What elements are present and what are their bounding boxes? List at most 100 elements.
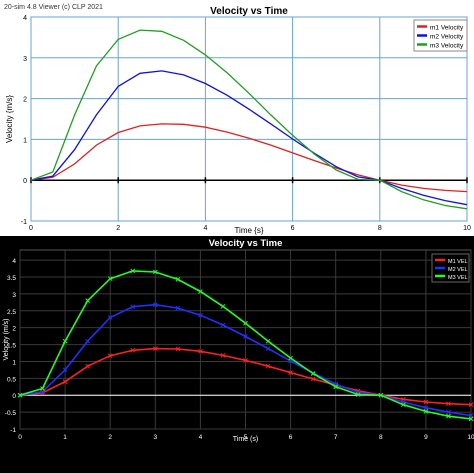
bottom-x-tick-label: 10 bbox=[467, 434, 474, 441]
bottom-y-tick-label: 1 bbox=[12, 359, 16, 366]
bottom-series-2-point bbox=[175, 305, 181, 311]
bottom-series-3-point bbox=[40, 386, 45, 391]
bottom-series-1-point bbox=[468, 402, 474, 408]
bottom-x-axis-label: Time (s) bbox=[233, 436, 258, 443]
bottom-series-1-point bbox=[243, 358, 248, 363]
bottom-series-3-point bbox=[333, 384, 339, 390]
bottom-series-2-point bbox=[423, 405, 429, 411]
bottom-x-tick-label: 6 bbox=[289, 434, 293, 441]
top-y-tick-label: 4 bbox=[23, 15, 27, 22]
bottom-legend-label-3: M3 VEL bbox=[448, 275, 468, 281]
top-plot-area bbox=[30, 16, 468, 222]
bottom-y-tick-label: 3 bbox=[12, 292, 16, 299]
top-y-tick-label: 1 bbox=[23, 137, 27, 144]
bottom-series-2-point bbox=[265, 346, 271, 351]
bottom-y-tick-label: 4 bbox=[12, 258, 16, 265]
bottom-y-tick-label: -0.5 bbox=[5, 410, 17, 417]
bottom-legend-label-1: M1 VEL bbox=[448, 259, 468, 265]
bottom-legend-label-2: M2 VEL bbox=[448, 267, 468, 273]
bottom-series-2-point bbox=[446, 409, 451, 415]
top-title: Velocity vs Time bbox=[210, 6, 288, 17]
bottom-y-tick-label: 3.5 bbox=[7, 275, 16, 282]
bottom-x-tick-label: 1 bbox=[63, 434, 67, 441]
top-x-tick-label: 6 bbox=[291, 225, 295, 232]
bottom-series-1-point bbox=[62, 379, 68, 385]
bottom-series-3-point bbox=[220, 304, 226, 309]
top-chart-panel: 20-sim 4.8 Viewer (c) CLP 2021 0 2 4 6 8 10 -1… bbox=[0, 0, 474, 236]
bottom-title: Velocity vs Time bbox=[209, 238, 283, 249]
bottom-series-3-point bbox=[400, 402, 406, 408]
bottom-series-3-point bbox=[355, 392, 361, 397]
bottom-series-3-point bbox=[446, 413, 451, 419]
bottom-y-tick-label: 0 bbox=[12, 393, 16, 400]
bottom-series-2-point bbox=[198, 312, 203, 318]
bottom-series-3-point bbox=[85, 298, 91, 304]
top-x-tick-label: 0 bbox=[29, 225, 33, 232]
bottom-series-2-point bbox=[130, 304, 136, 310]
bottom-x-tick-label: 4 bbox=[199, 434, 203, 441]
top-x-tick-label: 8 bbox=[378, 225, 382, 232]
top-y-tick-label: 3 bbox=[23, 56, 27, 63]
bottom-y-tick-label: -1 bbox=[10, 427, 16, 434]
bottom-y-axis-label: Velocity (m/s) bbox=[3, 318, 10, 360]
top-series-line-2 bbox=[30, 70, 468, 206]
top-legend-label-2: m2 Velocity bbox=[430, 34, 464, 41]
bottom-x-tick-label: 8 bbox=[379, 434, 383, 441]
bottom-series-2-point bbox=[62, 367, 68, 373]
bottom-y-tick-label: 2.5 bbox=[7, 309, 16, 316]
bottom-series-2-point bbox=[243, 334, 248, 339]
bottom-series-2-point bbox=[152, 302, 158, 308]
bottom-series-2-point bbox=[220, 322, 226, 328]
top-y-axis-label: Velocity {m/s} bbox=[5, 95, 14, 143]
bottom-x-tick-label: 9 bbox=[424, 434, 428, 441]
bottom-series-1-point bbox=[265, 363, 271, 369]
bottom-series-3-point bbox=[423, 409, 429, 414]
bottom-x-tick-label: 5 bbox=[244, 434, 248, 441]
viewer-watermark: 20-sim 4.8 Viewer (c) CLP 2021 bbox=[4, 4, 103, 11]
top-x-axis-label: Time {s} bbox=[234, 226, 263, 235]
bottom-series-1-point bbox=[152, 346, 158, 351]
bottom-series-3-point bbox=[243, 320, 248, 326]
bottom-series-1-point bbox=[175, 346, 181, 352]
top-legend-label-1: m1 Velocity bbox=[430, 25, 464, 32]
bottom-series-3-point bbox=[288, 355, 293, 361]
bottom-y-tick-label: 1.5 bbox=[7, 343, 16, 350]
bottom-chart-panel: 0 1 2 3 4 5 6 7 8 9 10 -1 -0.5 0 0.5 1 1.5 2 2.5 3 3.5 4 Veloc… bbox=[0, 236, 474, 473]
bottom-series-2-point bbox=[85, 338, 91, 344]
top-y-tick-label: 2 bbox=[23, 97, 27, 104]
bottom-series-1-point bbox=[446, 401, 451, 407]
bottom-x-tick-label: 0 bbox=[18, 434, 22, 441]
bottom-series-1-point bbox=[107, 353, 113, 359]
bottom-x-tick-label: 2 bbox=[108, 434, 112, 441]
bottom-series-3-point bbox=[17, 392, 23, 398]
bottom-series-3-point bbox=[130, 268, 136, 274]
bottom-series-3-point bbox=[62, 338, 68, 344]
top-series-line-3 bbox=[30, 29, 468, 210]
bottom-x-tick-label: 7 bbox=[334, 434, 338, 441]
bottom-series-3-point bbox=[107, 276, 113, 282]
top-x-tick-label: 4 bbox=[203, 225, 207, 232]
top-y-tick-label: 0 bbox=[23, 178, 27, 185]
bottom-series-1-point bbox=[310, 376, 316, 382]
bottom-series-3-point bbox=[265, 338, 271, 344]
bottom-y-tick-label: 2 bbox=[12, 326, 16, 333]
bottom-series-3-point bbox=[468, 416, 474, 422]
bottom-series-3-point bbox=[310, 371, 316, 376]
bottom-series-3-point bbox=[175, 277, 181, 282]
bottom-series-2-point bbox=[40, 389, 45, 395]
bottom-x-tick-label: 3 bbox=[153, 434, 157, 441]
top-y-tick-label: -1 bbox=[21, 219, 27, 226]
bottom-chart: 0 1 2 3 4 5 6 7 8 9 10 -1 -0.5 0 0.5 1 1.5 2 2.5 3 3.5 4 Veloc… bbox=[3, 238, 474, 443]
bottom-series-2-point bbox=[468, 413, 474, 418]
top-x-tick-label: 10 bbox=[463, 225, 471, 232]
top-series-line-1 bbox=[30, 123, 468, 193]
bottom-series-1-point bbox=[220, 353, 226, 358]
bottom-series-1-point bbox=[423, 399, 429, 405]
bottom-series-1-point bbox=[85, 363, 91, 369]
bottom-series-3-point bbox=[378, 392, 384, 398]
top-x-tick-label: 2 bbox=[116, 225, 120, 232]
bottom-legend bbox=[431, 253, 470, 283]
bottom-series-3-point bbox=[152, 269, 158, 275]
top-legend-label-3: m3 Velocity bbox=[430, 43, 464, 50]
bottom-series-1-point bbox=[288, 370, 293, 375]
